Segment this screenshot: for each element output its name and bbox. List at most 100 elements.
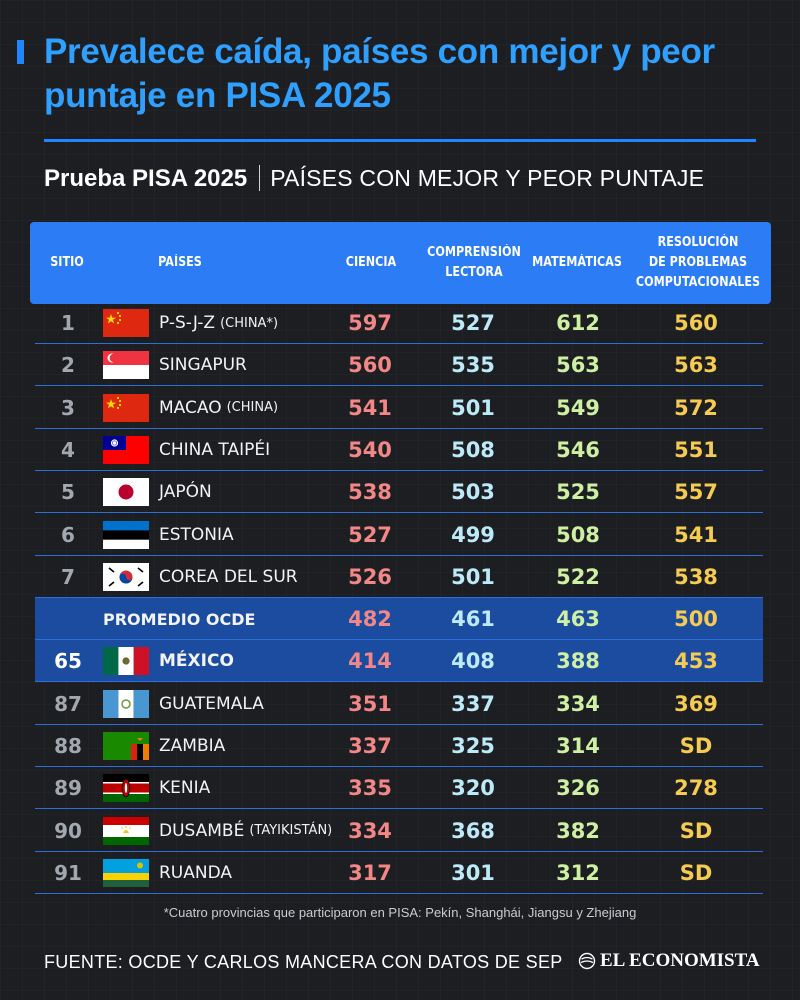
- matematicas-score: 525: [556, 480, 600, 505]
- japan-flag-icon: [103, 471, 149, 513]
- country-cell: SINGAPUR: [159, 344, 359, 386]
- table-row: 5 JAPÓN 538 503 525 557: [35, 471, 763, 514]
- guatemala-flag-icon: [103, 683, 149, 725]
- lectora-score: 408: [451, 649, 495, 674]
- table-header: SITIO PAÍSES CIENCIA COMPRENSIÓN LECTORA …: [30, 222, 771, 304]
- rank-cell: 2: [61, 353, 75, 378]
- lectora-score: 501: [451, 395, 495, 420]
- oecd-average-row: PROMEDIO OCDE 482 461 463 500: [35, 598, 763, 641]
- country-name: MACAO: [159, 397, 222, 418]
- country-name: SINGAPUR: [159, 355, 247, 376]
- ciencia-score: 482: [348, 607, 392, 632]
- zambia-flag-icon: [103, 725, 149, 767]
- table-row: 87 GUATEMALA 351 337 334 369: [35, 683, 763, 725]
- page-title: Prevalece caída, países con mejor y peor…: [44, 32, 715, 115]
- title-divider: [44, 139, 756, 142]
- china-flag-icon: [103, 387, 149, 429]
- table-row: 89 KENIA 335 320 326 278: [35, 767, 763, 810]
- ciencia-score: 540: [348, 437, 392, 462]
- country-cell: P-S-J-Z (CHINA*): [159, 302, 359, 344]
- resolucion-score: 563: [674, 353, 718, 378]
- title-accent-bar: [17, 40, 24, 64]
- ciencia-score: 538: [348, 480, 392, 505]
- matematicas-score: 314: [556, 734, 600, 758]
- country-name: DUSAMBÉ: [159, 820, 245, 841]
- table-row: 91 RUANDA 317 301 312 SD: [35, 852, 763, 894]
- table-subtitle: Prueba PISA 2025 PAÍSES CON MEJOR Y PEOR …: [44, 160, 764, 197]
- rank-cell: 91: [54, 860, 82, 885]
- subtitle-light: PAÍSES CON MEJOR Y PEOR PUNTAJE: [270, 165, 705, 191]
- matematicas-score: 382: [556, 818, 600, 843]
- tajikistan-flag-icon: [103, 810, 149, 852]
- brand-logo: EL ECONOMISTA: [578, 950, 760, 972]
- lectora-score: 508: [451, 437, 495, 462]
- rwanda-flag-icon: [103, 852, 149, 894]
- footnote: *Cuatro provincias que participaron en P…: [0, 905, 800, 920]
- country-cell: COREA DEL SUR: [159, 556, 359, 598]
- table-row: 90 DUSAMBÉ (TAYIKISTÁN) 334 368 382 SD: [35, 810, 763, 852]
- country-note: (CHINA*): [220, 315, 279, 331]
- country-note: (TAYIKISTÁN): [249, 823, 333, 839]
- resolucion-score: 500: [674, 607, 718, 632]
- table-row: 2 SINGAPUR 560 535 563 563: [35, 344, 763, 387]
- header-ciencia: CIENCIA: [345, 255, 397, 270]
- ciencia-score: 335: [348, 776, 392, 801]
- rank-cell: 7: [61, 564, 75, 589]
- brand-name: EL ECONOMISTA: [600, 950, 760, 971]
- footnote-text: *Cuatro provincias que participaron en P…: [163, 905, 637, 920]
- source-credit: FUENTE: OCDE Y CARLOS MANCERA CON DATOS …: [44, 952, 563, 972]
- country-cell: CHINA TAIPÉI: [159, 429, 359, 471]
- matematicas-score: 522: [556, 564, 600, 589]
- rank-cell: 3: [61, 395, 75, 420]
- rank-cell: [35, 598, 101, 640]
- resolucion-score: SD: [679, 818, 713, 843]
- lectora-score: 301: [451, 860, 495, 885]
- resolucion-score: 538: [674, 564, 718, 589]
- country-cell: ZAMBIA: [159, 725, 359, 767]
- country-cell: MÉXICO: [159, 640, 359, 682]
- resolucion-score: 453: [674, 649, 718, 674]
- table-row: 4 CHINA TAIPÉI 540 508 546 551: [35, 429, 763, 471]
- lectora-score: 501: [451, 564, 495, 589]
- resolucion-score: 572: [674, 395, 718, 420]
- country-cell: PROMEDIO OCDE: [103, 598, 303, 640]
- rank-cell: 6: [61, 522, 75, 547]
- country-cell: DUSAMBÉ (TAYIKISTÁN): [159, 810, 359, 852]
- header-matematicas: MATEMÁTICAS: [532, 255, 622, 270]
- matematicas-score: 563: [556, 353, 600, 378]
- country-cell: KENIA: [159, 767, 359, 809]
- country-name: CHINA TAIPÉI: [159, 439, 271, 460]
- resolucion-score: SD: [679, 734, 713, 758]
- ciencia-score: 597: [348, 311, 392, 335]
- lectora-score: 503: [451, 480, 495, 505]
- ciencia-score: 351: [348, 691, 392, 716]
- ciencia-score: 541: [348, 395, 392, 420]
- resolucion-score: SD: [679, 860, 713, 885]
- matematicas-score: 546: [556, 437, 600, 462]
- subtitle-bold: Prueba PISA 2025: [44, 165, 248, 192]
- country-cell: RUANDA: [159, 852, 359, 894]
- lectora-score: 325: [451, 734, 495, 758]
- country-cell: ESTONIA: [159, 514, 359, 556]
- ciencia-score: 334: [348, 818, 392, 843]
- ciencia-score: 526: [348, 564, 392, 589]
- mexico-flag-icon: [103, 640, 149, 682]
- country-name: PROMEDIO OCDE: [103, 609, 256, 629]
- header-resolucion: RESOLUCIÓN DE PROBLEMAS COMPUTACIONALES: [635, 235, 761, 290]
- south-korea-flag-icon: [103, 556, 149, 598]
- table-row: 3 MACAO (CHINA) 541 501 549 572: [35, 387, 763, 429]
- lectora-score: 535: [451, 353, 495, 378]
- country-cell: MACAO (CHINA): [159, 387, 359, 429]
- rank-cell: 4: [61, 437, 75, 462]
- country-cell: GUATEMALA: [159, 683, 359, 725]
- header-sitio: SITIO: [50, 255, 84, 270]
- country-name: MÉXICO: [159, 651, 234, 672]
- lectora-score: 320: [451, 776, 495, 801]
- table-row: 65 MÉXICO 414 408 388 453: [35, 640, 763, 683]
- china-flag-icon: [103, 302, 149, 344]
- rank-cell: 90: [54, 818, 82, 843]
- country-cell: JAPÓN: [159, 471, 359, 513]
- resolucion-score: 541: [674, 522, 718, 547]
- matematicas-score: 549: [556, 395, 600, 420]
- subtitle-separator: [259, 165, 261, 191]
